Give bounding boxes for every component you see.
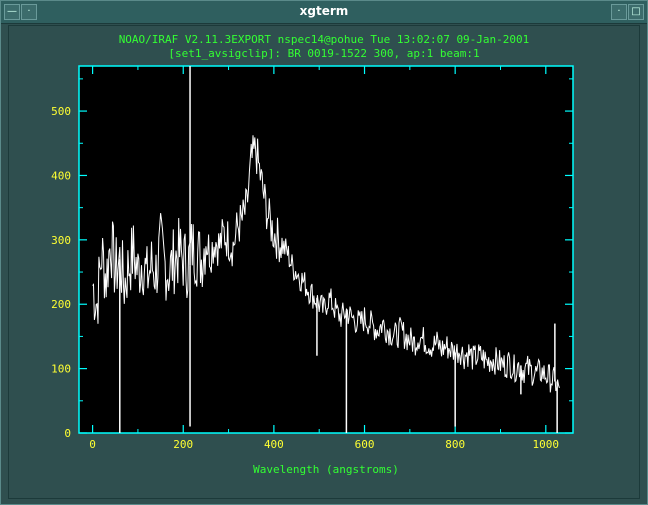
x-tick-label: 600 <box>355 438 375 451</box>
x-tick-label: 200 <box>173 438 193 451</box>
window-title: xgterm <box>299 4 349 18</box>
x-tick-label: 0 <box>89 438 96 451</box>
title-bar[interactable]: — · xgterm · □ <box>1 1 647 24</box>
iconify-icon[interactable]: · <box>21 4 37 20</box>
plot-header-line1: NOAO/IRAF V2.11.3EXPORT nspec14@pohue Tu… <box>119 33 530 46</box>
plot-area <box>78 65 574 434</box>
spectrum-trace <box>92 135 560 393</box>
minimize-icon[interactable]: · <box>611 4 627 20</box>
y-tick-label: 300 <box>51 234 71 247</box>
graphics-frame: NOAO/IRAF V2.11.3EXPORT nspec14@pohue Tu… <box>8 25 640 499</box>
x-tick-label: 1000 <box>533 438 560 451</box>
spectrum-plot[interactable]: NOAO/IRAF V2.11.3EXPORT nspec14@pohue Tu… <box>9 26 639 498</box>
y-tick-label: 500 <box>51 105 71 118</box>
y-tick-label: 200 <box>51 298 71 311</box>
y-tick-label: 400 <box>51 169 71 182</box>
window-menu-icon[interactable]: — <box>4 4 20 20</box>
maximize-icon[interactable]: □ <box>628 4 644 20</box>
y-tick-label: 100 <box>51 363 71 376</box>
x-axis-label: Wavelength (angstroms) <box>253 463 399 476</box>
y-tick-label: 0 <box>64 427 71 440</box>
x-tick-label: 400 <box>264 438 284 451</box>
x-tick-label: 800 <box>445 438 465 451</box>
plot-header-line2: [set1_avsigclip]: BR 0019-1522 300, ap:1… <box>168 47 479 60</box>
